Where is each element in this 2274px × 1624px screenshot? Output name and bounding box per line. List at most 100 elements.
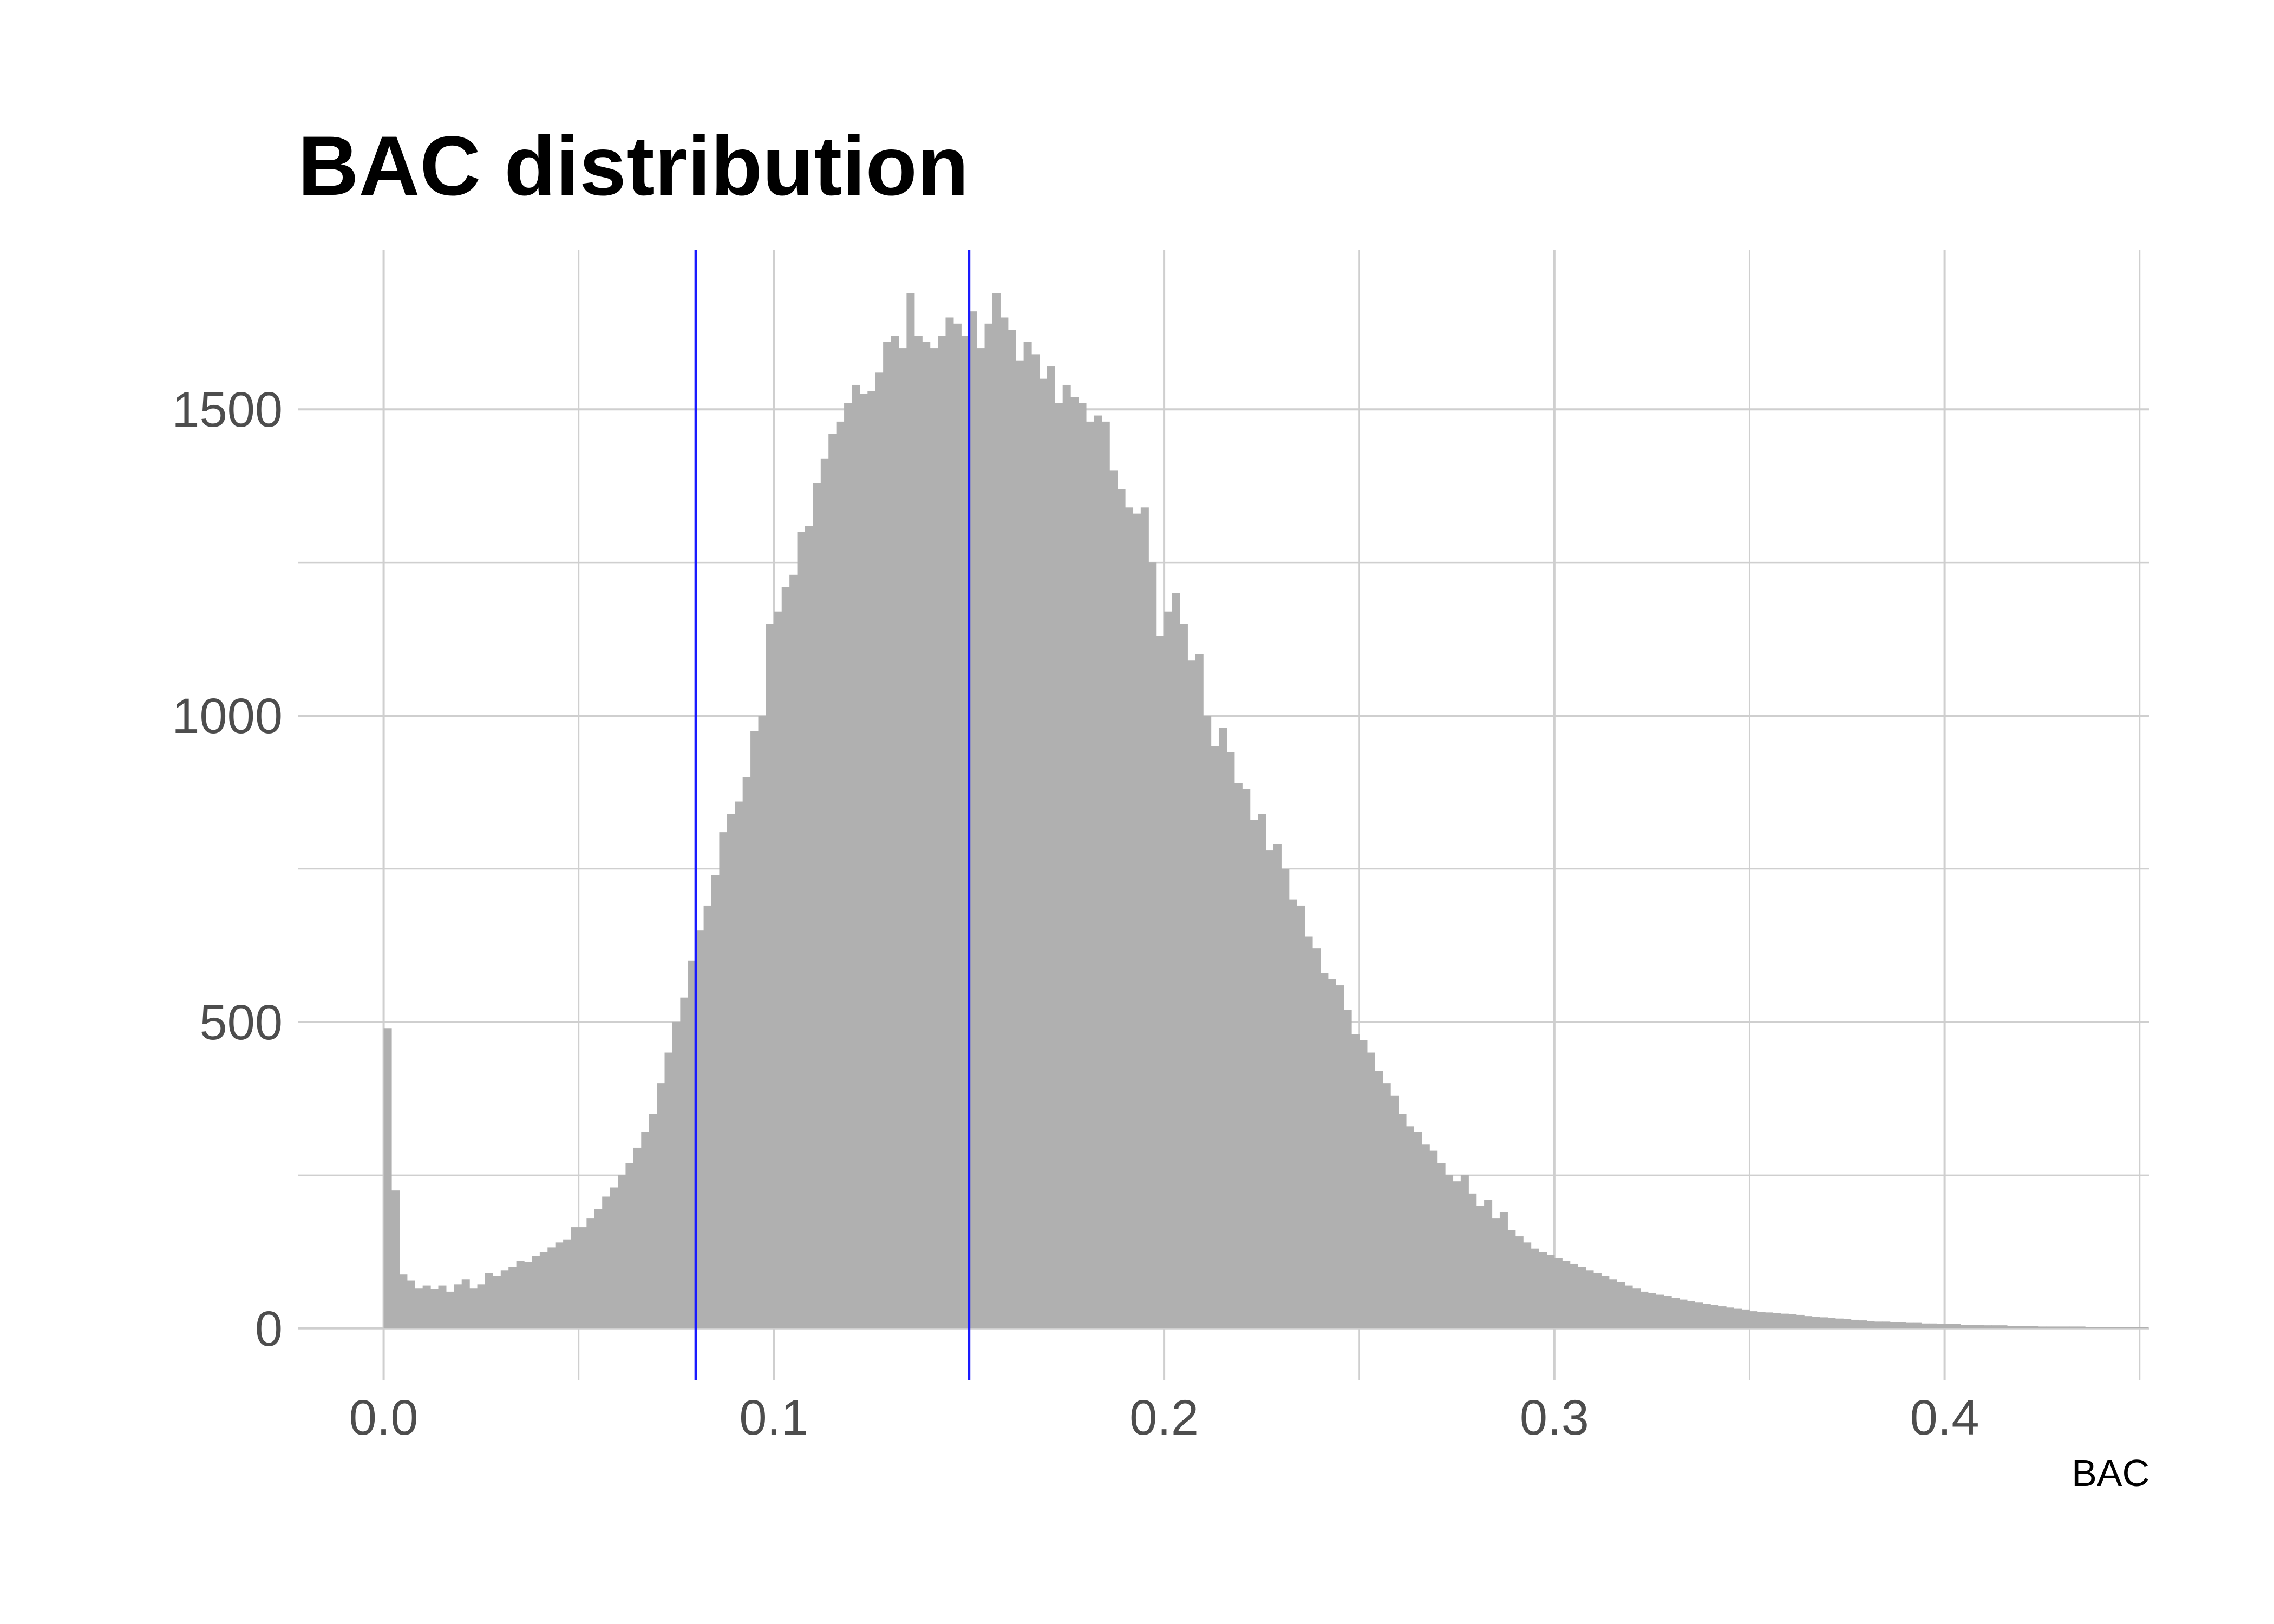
histogram-bar [547, 1247, 556, 1328]
histogram-bar [1749, 1311, 1758, 1328]
histogram-bar [1312, 948, 1321, 1328]
x-tick-label: 0.2 [1129, 1390, 1199, 1445]
histogram-bar [828, 434, 837, 1328]
chart-title: BAC distribution [298, 119, 969, 213]
histogram-bar [1187, 660, 1196, 1328]
histogram-bar [750, 731, 759, 1328]
histogram-bar [2100, 1327, 2109, 1328]
histogram-bar [1663, 1296, 1672, 1328]
y-tick-label: 1500 [172, 382, 283, 437]
histogram-bar [1492, 1218, 1500, 1328]
histogram-bar [1094, 415, 1102, 1328]
histogram-bar [1039, 378, 1048, 1328]
histogram-bar [1297, 905, 1305, 1328]
histogram-bar [1460, 1175, 1469, 1328]
histogram-bar [1398, 1114, 1407, 1328]
histogram-bar [1055, 403, 1063, 1328]
histogram-bar [1960, 1325, 1969, 1328]
histogram-bar [774, 611, 782, 1328]
histogram-bar [1554, 1258, 1563, 1328]
x-tick-label: 0.0 [349, 1390, 419, 1445]
histogram-bar [1195, 654, 1204, 1328]
histogram-bar [1429, 1150, 1438, 1328]
histogram-bar [672, 1021, 681, 1328]
y-tick-label: 500 [200, 995, 283, 1050]
histogram-bar [1437, 1163, 1446, 1328]
histogram-bar [2061, 1326, 2070, 1328]
histogram-bar [1242, 789, 1251, 1328]
histogram-bar [906, 293, 915, 1328]
histogram-bar [969, 311, 977, 1328]
histogram-bar [407, 1280, 415, 1328]
histogram-bar [1812, 1317, 1820, 1328]
histogram-bar [1702, 1304, 1711, 1328]
histogram-bar [539, 1252, 548, 1328]
histogram-bar [1944, 1324, 1953, 1328]
histogram-bar [1632, 1288, 1641, 1328]
histogram-bar [1866, 1321, 1875, 1328]
histogram-bar [618, 1175, 626, 1328]
histogram-bar [2054, 1326, 2062, 1328]
histogram-bar [1367, 1052, 1375, 1328]
histogram-bar [1031, 354, 1040, 1328]
histogram-bar [1765, 1312, 1774, 1328]
histogram-bar [930, 348, 938, 1328]
histogram-bar [1507, 1230, 1516, 1328]
histogram-bar [1796, 1314, 1805, 1328]
histogram-bar [2069, 1326, 2078, 1328]
histogram-bar [1476, 1206, 1485, 1328]
histogram-bar [1133, 513, 1141, 1328]
histogram-bar [696, 930, 704, 1328]
histogram-bar [610, 1187, 618, 1328]
histogram-bar [664, 1052, 673, 1328]
histogram-bar [1656, 1294, 1664, 1328]
histogram-bar [1211, 746, 1219, 1328]
histogram-bar [961, 336, 970, 1328]
histogram-bar [1640, 1291, 1649, 1328]
histogram-bar [1819, 1317, 1828, 1328]
histogram-bar [883, 342, 892, 1328]
histogram-bar [1164, 611, 1173, 1328]
histogram-bar [1515, 1236, 1524, 1328]
histogram-bar [867, 391, 876, 1328]
histogram-bar [1226, 752, 1235, 1328]
histogram-bar [1140, 507, 1149, 1328]
histogram-bar [641, 1132, 650, 1328]
x-tick-label: 0.3 [1520, 1390, 1589, 1445]
histogram-bar [1359, 1040, 1368, 1328]
histogram-bar [446, 1291, 454, 1328]
histogram-bar [1289, 899, 1297, 1328]
histogram-bar [1016, 360, 1024, 1328]
histogram-bar [1343, 1010, 1352, 1328]
histogram-bar [2108, 1327, 2117, 1328]
histogram-bar [1991, 1325, 2000, 1328]
y-tick-label: 1000 [172, 689, 283, 744]
histogram-bar [1008, 330, 1016, 1328]
histogram-bar [766, 624, 774, 1328]
histogram-bar [1156, 636, 1165, 1328]
histogram-bar [1281, 869, 1290, 1328]
histogram-bar [532, 1256, 540, 1328]
histogram-bar [1648, 1293, 1656, 1328]
histogram-bar [1827, 1318, 1836, 1328]
histogram-bar [1546, 1255, 1555, 1328]
histogram-bar [758, 716, 767, 1328]
histogram-bar [1890, 1322, 1898, 1328]
histogram-bar [438, 1285, 447, 1328]
histogram-bar [1773, 1313, 1781, 1328]
histogram-bar [578, 1227, 587, 1328]
histogram-bar [875, 372, 884, 1328]
histogram-bar [680, 997, 689, 1328]
histogram-bar [415, 1288, 423, 1328]
histogram-bar [859, 394, 868, 1328]
histogram-bar [625, 1163, 634, 1328]
histogram-bar [1539, 1252, 1547, 1328]
histogram-bar [984, 323, 993, 1328]
histogram-bar [977, 348, 985, 1328]
histogram-bar [430, 1289, 439, 1328]
histogram-bar [1336, 985, 1344, 1328]
histogram-bar [1921, 1323, 1930, 1328]
histogram-bar [1913, 1322, 1922, 1328]
histogram-bar [1578, 1267, 1586, 1328]
histogram-bar [1328, 979, 1336, 1328]
